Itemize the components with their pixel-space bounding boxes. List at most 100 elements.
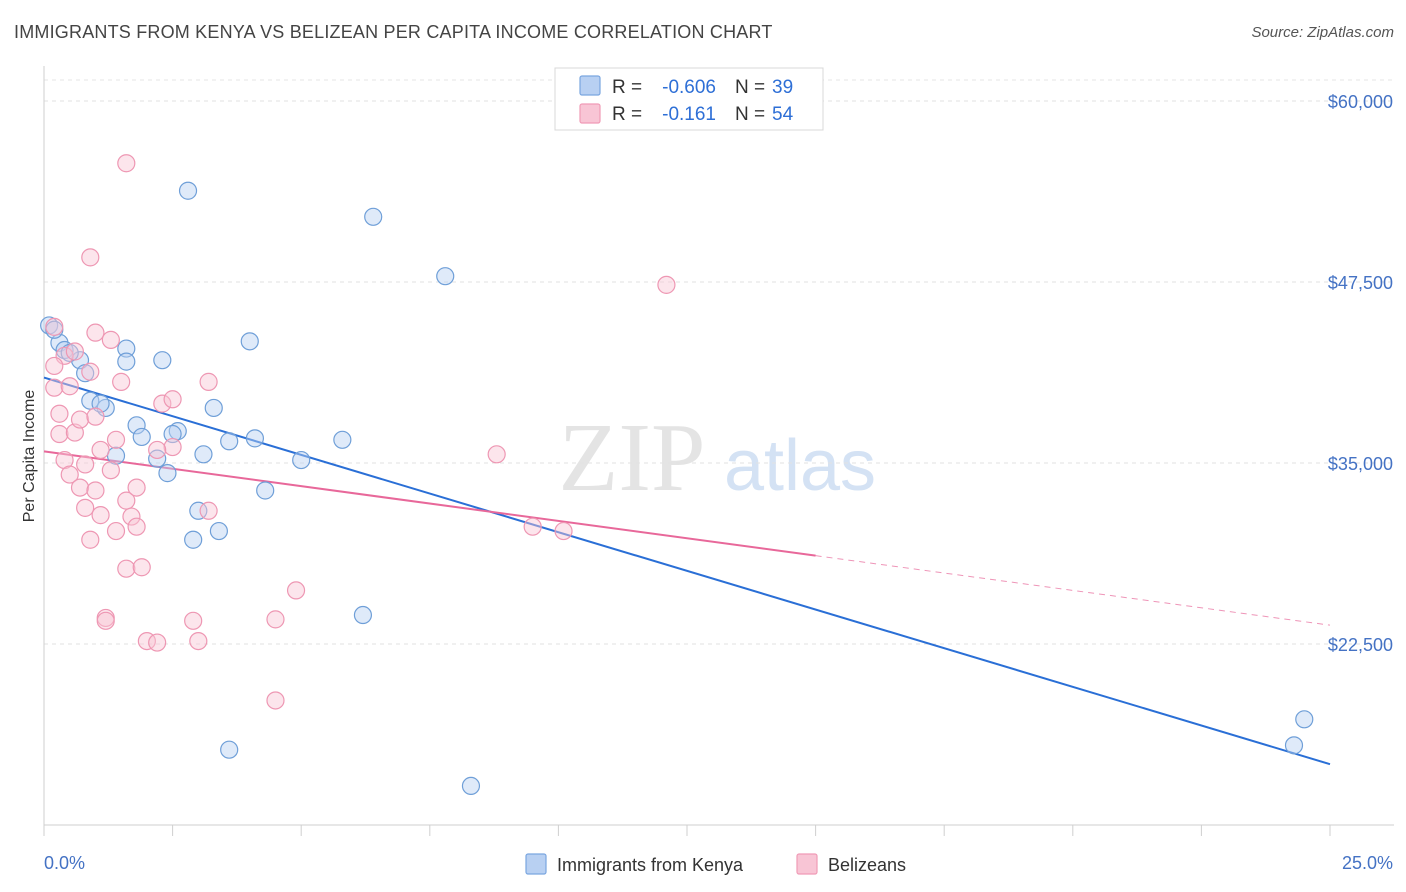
data-point-kenya: [117, 339, 136, 358]
data-point-belizeans: [101, 461, 120, 480]
data-point-kenya: [204, 398, 223, 418]
data-point-belizeans: [199, 372, 218, 391]
data-point-kenya: [117, 352, 136, 371]
data-point-belizeans: [50, 424, 69, 444]
data-point-belizeans: [286, 581, 306, 600]
data-point-belizeans: [148, 633, 167, 652]
y-tick-label: $22,500: [1328, 635, 1393, 655]
data-point-kenya: [364, 207, 383, 226]
data-point-belizeans: [81, 362, 100, 381]
gridlines: $22,500 $35,000 $47,500 $60,000: [44, 79, 1394, 655]
watermark-zip: ZIP: [559, 404, 706, 512]
data-point-kenya: [153, 351, 172, 370]
legend-r-label-kenya: R =: [612, 77, 642, 98]
watermark-atlas: atlas: [724, 426, 876, 506]
data-point-kenya: [189, 501, 208, 520]
data-point-belizeans: [487, 445, 506, 464]
data-point-belizeans: [657, 275, 676, 294]
data-point-kenya: [461, 776, 481, 796]
data-point-kenya: [209, 521, 228, 541]
correlation-legend: R = -0.606 N = 39 R = -0.161 N = 54: [554, 67, 824, 131]
data-point-belizeans: [55, 450, 74, 470]
legend-n-label-belizeans: N =: [735, 104, 765, 125]
data-point-kenya: [178, 181, 198, 200]
data-point-kenya: [353, 605, 373, 625]
data-point-kenya: [1284, 736, 1304, 755]
data-point-belizeans: [91, 506, 110, 525]
data-point-kenya: [184, 530, 203, 549]
data-point-belizeans: [86, 323, 105, 342]
legend-swatch-kenya: [579, 75, 601, 96]
data-point-kenya: [256, 481, 275, 500]
data-point-belizeans: [70, 478, 90, 497]
chart-title: IMMIGRANTS FROM KENYA VS BELIZEAN PER CA…: [14, 22, 773, 42]
legend-swatch-belizeans: [579, 103, 601, 124]
data-point-belizeans: [117, 559, 136, 578]
x-tick-label-min: 0.0%: [44, 853, 85, 873]
data-point-kenya: [220, 740, 239, 759]
trend-line-kenya: [43, 376, 1331, 766]
legend-n-value-belizeans: 54: [772, 104, 794, 125]
data-point-belizeans: [106, 521, 126, 541]
legend-r-value-belizeans: -0.161: [662, 104, 716, 125]
bottom-legend-swatch-belizeans: [796, 853, 818, 875]
data-point-belizeans: [148, 440, 167, 460]
data-point-belizeans: [86, 407, 105, 426]
bottom-legend-label-kenya: Immigrants from Kenya: [557, 855, 744, 875]
data-point-kenya: [240, 332, 259, 351]
data-point-kenya: [127, 416, 146, 435]
y-axis-label: Per Capita Income: [21, 390, 38, 523]
data-point-belizeans: [523, 517, 542, 536]
data-point-kenya: [333, 430, 352, 449]
data-point-belizeans: [163, 390, 182, 409]
data-point-belizeans: [45, 356, 64, 376]
data-point-belizeans: [266, 610, 285, 629]
data-point-kenya: [163, 424, 182, 444]
legend-n-label-kenya: N =: [735, 77, 765, 98]
data-point-belizeans: [132, 558, 151, 577]
axes: [43, 66, 1394, 836]
data-point-belizeans: [127, 478, 146, 497]
data-point-belizeans: [153, 394, 172, 413]
legend-n-value-kenya: 39: [772, 77, 793, 98]
data-point-belizeans: [81, 530, 100, 549]
data-point-belizeans: [189, 631, 208, 651]
data-point-kenya: [220, 432, 239, 451]
data-point-belizeans: [45, 378, 64, 397]
data-point-belizeans: [81, 248, 100, 267]
data-point-kenya: [1295, 710, 1314, 729]
data-point-belizeans: [45, 317, 64, 336]
y-tick-label: $47,500: [1328, 273, 1393, 293]
data-point-kenya: [194, 445, 213, 464]
data-point-belizeans: [96, 611, 115, 630]
data-point-belizeans: [86, 481, 105, 500]
data-point-belizeans: [117, 154, 136, 173]
data-point-belizeans: [127, 517, 146, 536]
data-point-belizeans: [101, 330, 120, 349]
data-point-belizeans: [122, 507, 141, 526]
data-point-kenya: [132, 427, 151, 447]
y-tick-label: $35,000: [1328, 454, 1393, 474]
data-point-kenya: [245, 429, 265, 448]
trend-line-belizeans-extrapolated: [815, 555, 1331, 626]
data-point-belizeans: [60, 465, 79, 484]
data-point-belizeans: [184, 611, 203, 630]
data-point-kenya: [436, 267, 455, 286]
data-point-belizeans: [266, 691, 285, 710]
legend-r-label-belizeans: R =: [612, 104, 642, 125]
data-point-belizeans: [199, 501, 218, 520]
data-points: [40, 154, 1314, 796]
trend-line-belizeans: [43, 450, 816, 557]
data-point-belizeans: [76, 498, 95, 517]
data-point-belizeans: [106, 430, 126, 449]
data-point-belizeans: [70, 410, 90, 429]
data-point-belizeans: [65, 342, 84, 361]
x-tick-label-max: 25.0%: [1342, 853, 1393, 873]
legend-r-value-kenya: -0.606: [662, 77, 716, 98]
data-point-kenya: [292, 450, 311, 470]
trend-lines: [43, 376, 1331, 766]
series-legend: Immigrants from Kenya Belizeans: [525, 853, 906, 875]
data-point-belizeans: [76, 455, 95, 474]
chart-source: Source: ZipAtlas.com: [1251, 24, 1394, 41]
